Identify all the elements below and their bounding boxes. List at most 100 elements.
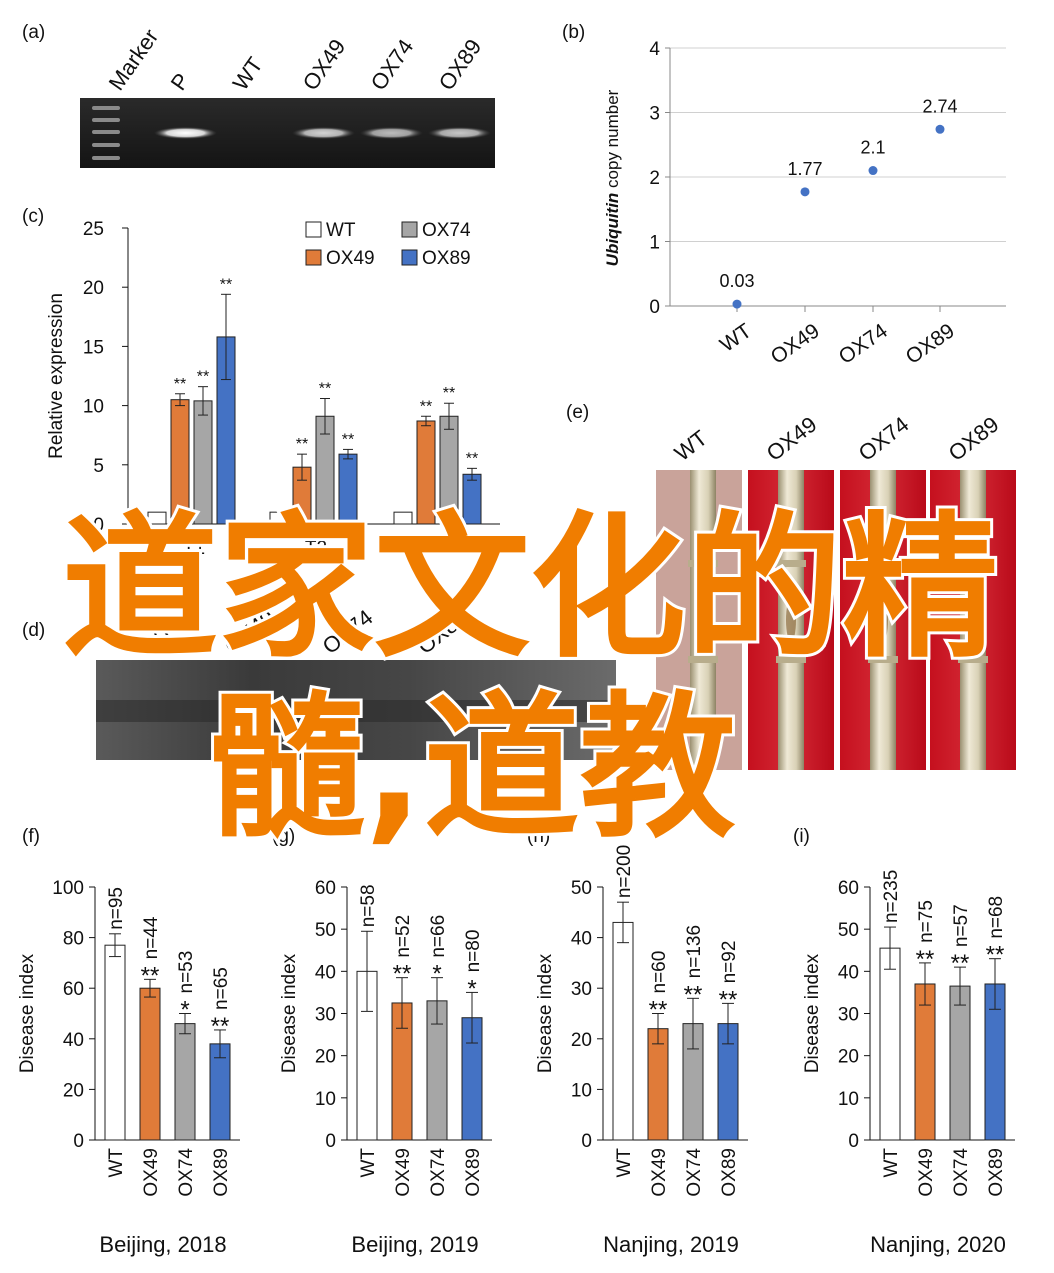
y-axis-label: Disease index (802, 953, 823, 1073)
y-axis-label: Disease index (279, 953, 300, 1073)
stem-node (958, 560, 988, 567)
x-tick-label: OX89 (902, 319, 959, 369)
y-tick-label: 60 (315, 878, 336, 899)
x-tick-label: OX49 (141, 1148, 162, 1197)
data-label: 0.03 (719, 271, 754, 291)
y-tick-label: 30 (571, 979, 592, 1000)
bar (647, 1028, 669, 1141)
panel-label-c: (c) (22, 206, 44, 227)
bar (393, 511, 413, 525)
y-tick-label: 20 (571, 1030, 592, 1051)
y-tick-label: 10 (315, 1089, 336, 1110)
y-tick-label: 30 (315, 1005, 336, 1026)
significance-mark: ** (986, 942, 1005, 969)
marker-band (92, 143, 120, 147)
n-label: n=200 (614, 845, 635, 898)
bar (139, 987, 161, 1141)
panel-d: (d) WT OX49 OX74 OX89 (22, 605, 616, 760)
data-label: 2.1 (860, 138, 885, 158)
significance-mark: ** (393, 961, 412, 988)
y-tick-label: 0 (649, 297, 660, 318)
n-label: n=95 (106, 887, 127, 930)
panel-label-i: (i) (793, 826, 810, 847)
significance-mark: ** (220, 276, 232, 293)
significance-mark: ** (420, 398, 432, 415)
data-point (868, 166, 878, 176)
y-tick-label: 20 (63, 1080, 84, 1101)
chart-b-ylabel: Ubiquitin copy number (603, 89, 622, 266)
y-tick-label: 0 (848, 1131, 859, 1152)
legend-swatch (401, 249, 418, 266)
n-label: n=68 (986, 896, 1007, 939)
y-axis-label: Disease index (535, 953, 556, 1073)
y-axis-label: Disease index (17, 953, 38, 1073)
bar (209, 1043, 231, 1141)
gel-lane-label: WT (228, 53, 268, 95)
lesion (698, 598, 708, 642)
x-tick-label: T1 (183, 538, 205, 559)
n-label: n=53 (176, 951, 197, 994)
n-label: n=75 (916, 900, 937, 943)
x-tick-label: OX89 (719, 1148, 740, 1197)
chart-b-ylabel-italic: Ubiquitin (603, 193, 622, 267)
y-tick-label: 4 (649, 39, 660, 60)
n-label: n=92 (719, 941, 740, 984)
chart-b: 0 1 2 3 4 WT 0.03 OX49 1.77 OX74 2.1 OX89 2.74 (649, 39, 1006, 369)
y-tick-label: 0 (93, 515, 104, 536)
western-blot-band (96, 700, 616, 722)
bar (612, 921, 634, 1141)
y-tick-label: 10 (83, 397, 104, 418)
y-tick-label: 100 (52, 878, 84, 899)
panel-label-d: (d) (22, 620, 45, 641)
lesion (878, 598, 888, 642)
n-label: n=66 (428, 915, 449, 958)
data-label: 2.74 (922, 96, 957, 116)
chart-h: 0 10 20 30 40 50 Disease index n=200 WT ** n=60 OX4… (535, 845, 748, 1257)
gel-band (292, 127, 355, 139)
legend-swatch (305, 221, 322, 238)
n-label: n=235 (881, 870, 902, 923)
significance-mark: ** (296, 436, 308, 453)
panel-a: (a) Marker P WT OX49 OX74 OX89 (22, 22, 495, 168)
y-tick-label: 20 (838, 1047, 859, 1068)
data-point (732, 299, 742, 309)
panel-label-e: (e) (566, 402, 589, 423)
y-tick-label: 15 (83, 337, 104, 358)
y-tick-label: 40 (838, 962, 859, 983)
x-tick-label: OX74 (951, 1148, 972, 1197)
y-tick-label: 40 (571, 929, 592, 950)
y-tick-label: 3 (649, 104, 660, 125)
n-label: n=44 (141, 916, 162, 959)
panel-label-g: (g) (272, 826, 295, 847)
lesion (968, 598, 978, 642)
bar (147, 511, 167, 525)
y-tick-label: 80 (63, 929, 84, 950)
significance-mark: ** (197, 369, 209, 386)
bar (914, 983, 936, 1141)
x-tick-label: OX89 (986, 1148, 1007, 1197)
photo-labels: WT OX49 OX74 OX89 (670, 412, 1004, 466)
chart-f: 0 20 40 60 80 100 Disease index n=95 WT ** n=44 OX4… (17, 878, 240, 1257)
n-label: n=52 (393, 915, 414, 958)
significance-mark: ** (466, 450, 478, 467)
x-tick-label: T2 (305, 538, 327, 559)
legend-swatch (305, 249, 322, 266)
y-tick-label: 30 (838, 1005, 859, 1026)
chart-title: Beijing, 2018 (99, 1232, 226, 1257)
y-tick-label: 60 (63, 979, 84, 1000)
data-label: 1.77 (787, 159, 822, 179)
x-tick-label: WT (358, 1148, 379, 1178)
panel-h: (h) 0 10 20 30 40 50 Disease index n=200 WT ** n=6… (527, 826, 748, 1257)
bar (104, 944, 126, 1141)
significance-mark: ** (916, 946, 935, 973)
gel-lane-labels: Marker P WT OX49 OX74 OX89 (104, 24, 487, 94)
panel-label-h: (h) (527, 826, 550, 847)
y-tick-label: 60 (838, 878, 859, 899)
marker-band (92, 106, 120, 110)
n-label: n=58 (358, 884, 379, 927)
panel-b: (b) Ubiquitin copy number 0 1 2 3 4 WT 0.03 OX4… (562, 22, 1006, 369)
significance-mark: ** (319, 380, 331, 397)
significance-mark: ** (141, 962, 160, 989)
